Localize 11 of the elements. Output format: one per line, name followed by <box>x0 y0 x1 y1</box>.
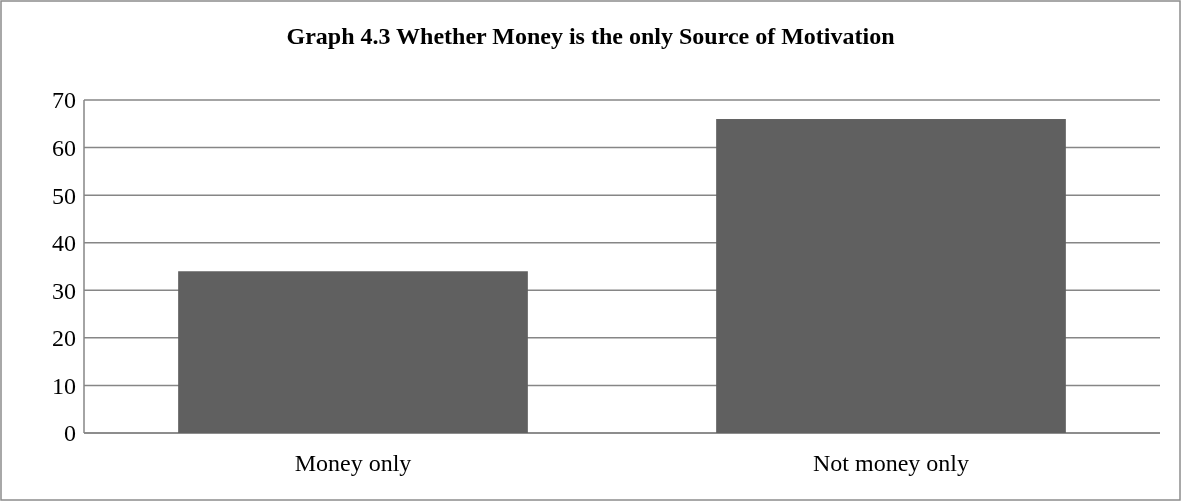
y-tick-label: 40 <box>52 230 76 257</box>
y-tick-label: 60 <box>52 134 76 161</box>
y-tick-label: 50 <box>52 182 76 209</box>
chart-title: Graph 4.3 Whether Money is the only Source of Motivation <box>286 23 895 49</box>
y-tick-label: 30 <box>52 277 76 304</box>
y-tick-label: 20 <box>52 325 76 352</box>
y-tick-label: 0 <box>64 420 76 447</box>
y-tick-label: 10 <box>52 372 76 399</box>
x-tick-label: Money only <box>294 450 412 476</box>
y-tick-label: 70 <box>52 87 76 114</box>
x-tick-label: Not money only <box>813 450 969 476</box>
